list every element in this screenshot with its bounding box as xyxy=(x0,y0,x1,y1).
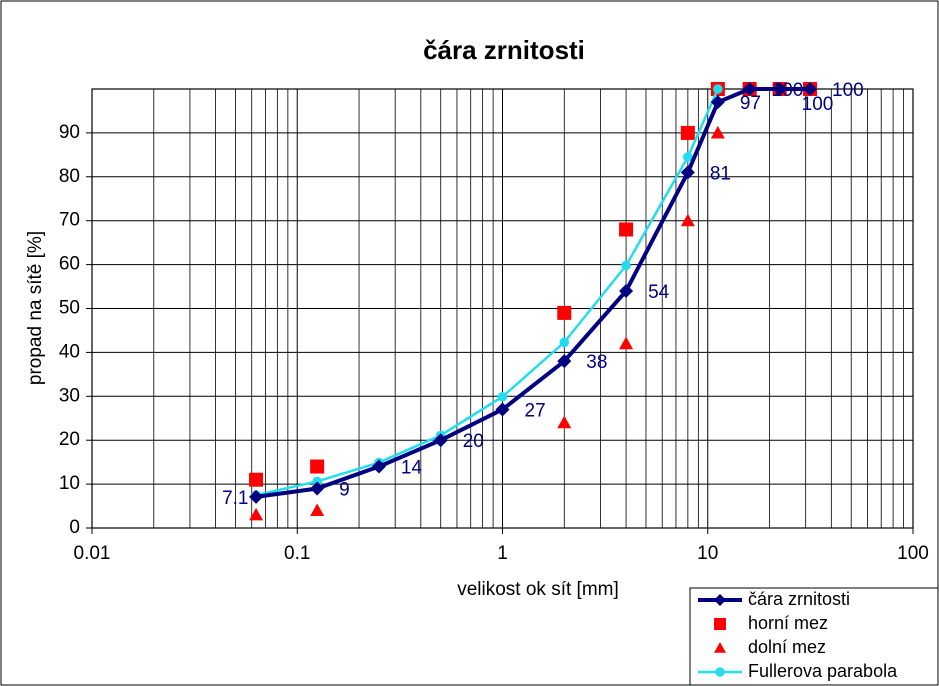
data-label: 7.1 xyxy=(222,488,248,509)
data-label: 81 xyxy=(710,163,731,184)
marker xyxy=(714,618,726,630)
legend-label: dolní mez xyxy=(748,637,826,657)
legend-label: Fullerova parabola xyxy=(748,661,898,681)
marker xyxy=(249,507,264,521)
series xyxy=(249,125,725,521)
legend-label: horní mez xyxy=(748,613,828,633)
marker xyxy=(312,476,322,487)
marker xyxy=(433,433,448,448)
y-tick-label: 90 xyxy=(59,122,80,143)
marker xyxy=(742,82,757,96)
x-tick-label: 10 xyxy=(697,543,718,564)
data-label: 100 xyxy=(802,94,834,115)
y-tick-label: 20 xyxy=(59,429,80,450)
marker xyxy=(619,222,634,237)
y-tick-label: 70 xyxy=(59,210,80,231)
y-tick-label: 80 xyxy=(59,166,80,187)
legend: čára zrnitosti horní mez dolní mez Fullerov… xyxy=(689,587,939,686)
data-label: 54 xyxy=(648,282,670,303)
series xyxy=(249,82,818,504)
marker xyxy=(619,336,634,350)
data-label: 38 xyxy=(586,352,607,373)
marker xyxy=(310,481,325,496)
x-tick-label: 100 xyxy=(897,543,929,564)
marker xyxy=(557,415,572,429)
data-label: 100 xyxy=(832,80,864,101)
y-tick-label: 40 xyxy=(59,341,80,362)
marker xyxy=(371,459,386,474)
marker xyxy=(710,125,725,139)
marker xyxy=(715,667,725,677)
data-label: 100 xyxy=(772,80,804,101)
marker xyxy=(619,283,634,298)
data-label: 9 xyxy=(339,480,350,501)
marker xyxy=(559,337,570,348)
marker xyxy=(680,213,695,227)
series xyxy=(251,84,723,500)
data-label: 14 xyxy=(401,458,423,479)
y-tick-label: 30 xyxy=(59,385,80,406)
data-label: 20 xyxy=(463,431,484,452)
plot-border xyxy=(91,88,914,529)
chart-title: čára zrnitosti xyxy=(423,35,585,65)
y-tick-label: 50 xyxy=(59,298,80,319)
marker xyxy=(495,402,510,417)
y-tick-label: 0 xyxy=(69,517,80,538)
y-axis-label: propad na sítě [%] xyxy=(25,231,46,385)
legend-label: čára zrnitosti xyxy=(748,589,850,609)
marker xyxy=(683,152,693,162)
marker xyxy=(497,391,508,402)
marker xyxy=(713,84,723,94)
legend-box xyxy=(689,587,939,686)
marker xyxy=(710,95,725,110)
marker xyxy=(249,489,264,504)
data-label: 97 xyxy=(740,93,761,114)
x-tick-label: 0.1 xyxy=(284,543,310,564)
marker xyxy=(714,642,726,653)
x-tick-label: 1 xyxy=(497,543,508,564)
marker xyxy=(772,82,787,96)
data-label: 27 xyxy=(525,400,546,421)
x-tick-label: 0.01 xyxy=(74,543,111,564)
marker xyxy=(803,82,818,96)
marker xyxy=(557,354,572,369)
y-tick-label: 60 xyxy=(59,254,80,275)
marker xyxy=(680,125,695,140)
marker xyxy=(714,594,726,606)
marker xyxy=(310,503,325,517)
marker xyxy=(680,165,695,180)
x-axis-label: velikost ok sít [mm] xyxy=(457,579,619,600)
marker xyxy=(249,472,264,487)
marker xyxy=(621,260,631,271)
marker xyxy=(310,459,325,474)
y-tick-label: 10 xyxy=(59,473,80,494)
marker xyxy=(557,305,572,320)
